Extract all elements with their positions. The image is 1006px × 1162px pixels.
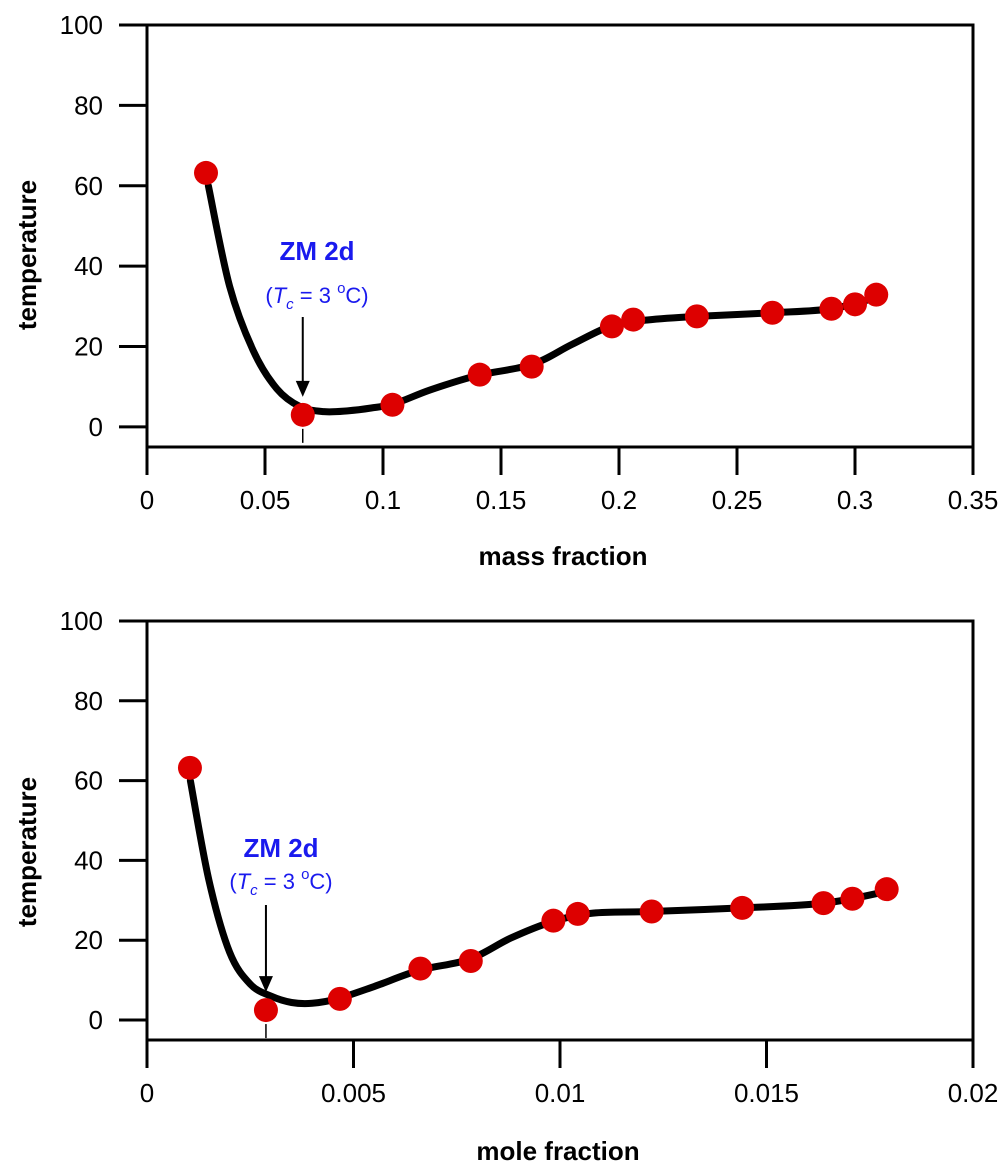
- data-point: [811, 891, 836, 916]
- data-point: [819, 296, 844, 321]
- data-point: [621, 307, 646, 332]
- data-point: [458, 948, 483, 973]
- data-point: [408, 956, 433, 981]
- data-point: [639, 899, 664, 924]
- y-axis-title: temperature: [12, 180, 42, 330]
- x-tick-label: 0.3: [837, 485, 873, 515]
- x-tick-label: 0: [140, 485, 154, 515]
- x-tick-label: 0.05: [240, 485, 291, 515]
- x-axis-title: mole fraction: [476, 1136, 639, 1162]
- data-point: [541, 908, 566, 933]
- y-tick-label: 40: [74, 845, 103, 875]
- x-axis-title: mass fraction: [478, 541, 647, 571]
- mass-fraction-panel: temperature mass fraction ZM 2d (Tc = 3 …: [12, 10, 998, 571]
- x-tick-label: 0: [140, 1078, 154, 1108]
- data-point: [874, 877, 899, 902]
- annotation-title: ZM 2d: [243, 833, 318, 863]
- y-axis-title: temperature: [12, 777, 42, 927]
- mole-fraction-panel: temperature mole fraction ZM 2d (Tc = 3 …: [12, 606, 998, 1162]
- data-point: [177, 755, 202, 780]
- y-tick-label: 0: [89, 412, 103, 442]
- fit-curve: [186, 777, 890, 1008]
- data-point: [843, 292, 867, 317]
- x-tick-label: 0.25: [712, 485, 763, 515]
- data-point: [194, 160, 218, 185]
- annotation-arrow-head: [295, 380, 310, 397]
- data-point: [565, 901, 590, 926]
- y-tick-label: 100: [60, 606, 103, 636]
- annotation-arrow-head: [258, 976, 273, 993]
- data-point: [730, 895, 755, 920]
- data-point: [467, 362, 492, 387]
- data-point: [599, 314, 624, 339]
- x-tick-label: 0.35: [948, 485, 999, 515]
- plot-frame: [145, 619, 975, 1040]
- data-point: [327, 986, 352, 1011]
- x-tick-label: 0.2: [601, 485, 637, 515]
- y-tick-label: 80: [74, 686, 103, 716]
- data-point: [840, 886, 865, 911]
- x-tick-label: 0.15: [476, 485, 527, 515]
- x-tick-label: 0.015: [734, 1078, 799, 1108]
- data-point: [380, 392, 405, 417]
- data-point: [290, 402, 315, 427]
- y-tick-label: 40: [74, 251, 103, 281]
- data-point: [684, 304, 709, 329]
- y-tick-label: 60: [74, 766, 103, 796]
- y-tick-label: 20: [74, 925, 103, 955]
- annotation-subtitle: (Tc = 3 oC): [229, 866, 332, 899]
- y-tick-label: 80: [74, 90, 103, 120]
- y-tick-label: 100: [60, 10, 103, 40]
- y-tick-label: 60: [74, 171, 103, 201]
- data-point: [253, 998, 278, 1023]
- data-point: [519, 354, 544, 379]
- x-tick-label: 0.01: [535, 1078, 586, 1108]
- x-tick-label: 0.02: [948, 1078, 999, 1108]
- annotation-title: ZM 2d: [279, 236, 354, 266]
- data-point: [864, 282, 889, 307]
- y-tick-label: 20: [74, 332, 103, 362]
- y-tick-label: 0: [89, 1005, 103, 1035]
- plot-frame: [145, 23, 975, 447]
- x-tick-label: 0.1: [365, 485, 401, 515]
- annotation-subtitle: (Tc = 3 oC): [265, 280, 368, 313]
- x-tick-label: 0.005: [321, 1078, 386, 1108]
- data-point: [760, 300, 785, 325]
